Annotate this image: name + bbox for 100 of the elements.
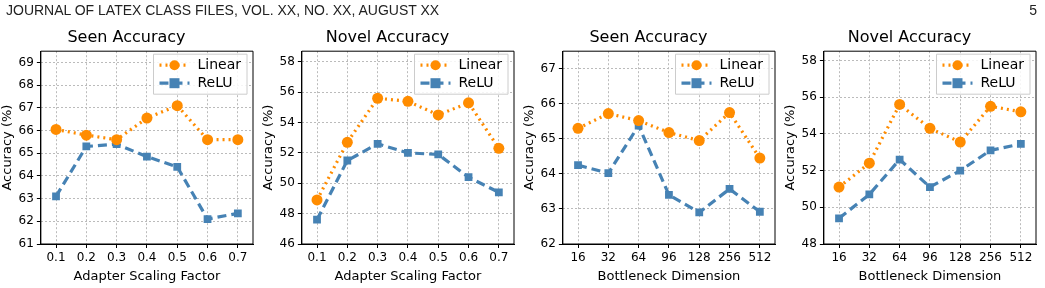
x-tick-label: 16 (570, 250, 586, 265)
point (402, 95, 414, 107)
point (1016, 140, 1025, 148)
point (725, 185, 734, 193)
legend-label: ReLU (458, 73, 494, 90)
point (141, 112, 153, 124)
x-tick-label: 16 (831, 250, 847, 265)
x-tick-label: 96 (922, 250, 938, 265)
legend-label: Linear (458, 55, 503, 72)
y-tick-label: 65 (540, 130, 556, 145)
y-tick-label: 66 (18, 122, 34, 137)
point (80, 129, 92, 141)
point (463, 97, 475, 109)
y-tick-label: 64 (18, 168, 34, 183)
legend-label: Linear (197, 55, 242, 72)
point (203, 215, 212, 223)
point (311, 194, 323, 206)
chart-title: Seen Accuracy (589, 26, 708, 46)
x-tick-label: 96 (661, 250, 677, 265)
y-tick-label: 62 (18, 213, 34, 228)
y-tick-label: 67 (18, 100, 34, 115)
point (111, 134, 123, 146)
point (985, 100, 997, 112)
legend-label: Linear (719, 55, 764, 72)
x-tick-label: 0.1 (46, 250, 66, 265)
y-tick-label: 58 (801, 52, 817, 67)
legend-label: ReLU (719, 73, 755, 90)
point (202, 134, 214, 146)
y-tick-label: 64 (540, 166, 556, 181)
point (633, 115, 645, 127)
y-tick-label: 54 (279, 114, 295, 129)
point (1015, 106, 1027, 118)
point (173, 162, 182, 171)
x-tick-label: 256 (718, 250, 741, 265)
point (52, 192, 60, 201)
y-tick-label: 63 (540, 201, 556, 216)
point (313, 215, 321, 224)
legend-label: ReLU (197, 73, 233, 90)
x-tick-label: 64 (891, 250, 908, 265)
x-tick-label: 0.7 (489, 250, 509, 265)
point (663, 127, 675, 139)
point (754, 152, 766, 164)
point (724, 107, 736, 119)
point (695, 208, 704, 217)
y-tick-label: 52 (801, 162, 817, 177)
x-tick-label: 0.4 (398, 250, 418, 265)
x-tick-label: 0.2 (337, 250, 357, 265)
point (665, 191, 673, 199)
x-tick-label: 512 (1009, 250, 1033, 265)
x-tick-label: 0.4 (137, 250, 157, 265)
point (82, 142, 91, 151)
point (835, 214, 843, 223)
point (372, 92, 384, 104)
x-tick-label: 0.7 (228, 250, 248, 265)
x-tick-label: 128 (948, 250, 972, 265)
y-tick-label: 56 (801, 89, 817, 104)
x-tick-label: 512 (748, 250, 772, 265)
y-tick-label: 50 (279, 175, 295, 190)
x-tick-label: 0.6 (459, 250, 479, 265)
y-tick-label: 68 (18, 77, 34, 92)
point (343, 156, 352, 165)
point (926, 183, 934, 191)
point (373, 139, 382, 148)
x-tick-label: 32 (861, 250, 877, 265)
point (404, 149, 412, 157)
y-axis-title: Accuracy (%) (521, 104, 537, 191)
x-tick-label: 0.3 (107, 250, 127, 265)
point (574, 161, 582, 170)
y-tick-label: 66 (540, 95, 556, 110)
x-tick-label: 256 (979, 250, 1002, 265)
y-tick-label: 65 (18, 145, 34, 160)
x-tick-label: 0.6 (198, 250, 218, 265)
y-tick-label: 62 (540, 236, 556, 251)
point (572, 122, 584, 134)
legend-label: Linear (980, 55, 1025, 72)
point (986, 146, 995, 155)
y-tick-label: 52 (279, 145, 295, 160)
x-axis-title: Adapter Scaling Factor (334, 267, 482, 283)
x-tick-label: 0.1 (307, 250, 327, 265)
y-tick-label: 56 (279, 84, 295, 99)
point (954, 136, 966, 148)
x-axis-title: Bottleneck Dimension (858, 267, 1002, 283)
y-tick-label: 50 (801, 199, 817, 214)
y-axis-title: Accuracy (%) (260, 104, 276, 191)
point (171, 100, 183, 112)
x-tick-label: 0.5 (167, 250, 187, 265)
point (232, 134, 244, 146)
chart-title: Novel Accuracy (325, 26, 450, 46)
y-tick-label: 54 (801, 125, 817, 140)
point (865, 190, 874, 199)
point (602, 108, 614, 120)
point (894, 98, 906, 110)
point (143, 152, 151, 161)
y-tick-label: 46 (279, 236, 295, 251)
y-tick-label: 69 (18, 54, 34, 69)
y-axis-title: Accuracy (%) (0, 104, 15, 191)
point (924, 122, 936, 134)
point (464, 173, 473, 182)
x-tick-label: 64 (630, 250, 647, 265)
x-tick-label: 0.5 (428, 250, 448, 265)
